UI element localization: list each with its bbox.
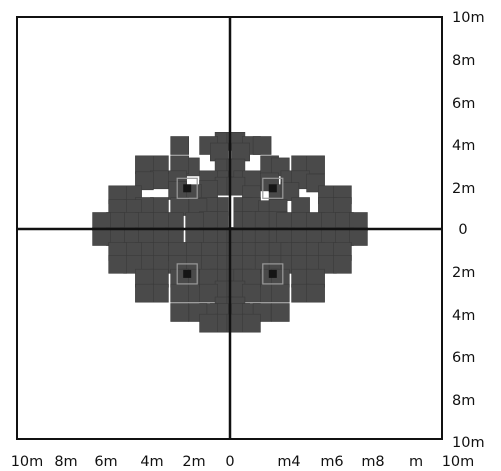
pattern-square	[231, 142, 250, 162]
pattern-square	[349, 227, 368, 246]
y-tick-label: 8m	[452, 53, 475, 69]
pattern-square	[252, 136, 272, 155]
pattern-square	[333, 255, 352, 274]
pattern-square	[270, 283, 290, 303]
pattern-square	[170, 303, 189, 322]
y-tick-label: 0	[458, 222, 467, 238]
x-tick-label: 4m	[140, 454, 163, 470]
x-tick-label: 10m	[442, 454, 475, 470]
y-tick-label: 10m	[452, 10, 485, 26]
markers-layer	[176, 177, 284, 285]
pattern-square	[210, 142, 229, 162]
y-tick-label: 2m	[452, 181, 475, 197]
y-tick-label: 2m	[452, 265, 475, 281]
focus-marker	[262, 263, 284, 285]
y-tick-label: 4m	[452, 308, 475, 324]
pattern-square	[92, 227, 111, 246]
pattern-square	[135, 171, 154, 191]
pattern-square	[135, 283, 154, 303]
y-tick-label: 4m	[452, 138, 475, 154]
squares-layer	[92, 132, 368, 333]
x-tick-label: 0	[225, 454, 234, 470]
x-tick-label: 6m	[94, 454, 117, 470]
y-tick-label: 10m	[452, 435, 485, 451]
x-tick-label: 2m	[182, 454, 205, 470]
x-tick-label: m	[409, 454, 423, 470]
focus-marker	[176, 263, 198, 285]
pattern-square	[306, 283, 325, 303]
y-tick-labels: 10m 8m 6m 4m 2m 0 2m 4m 6m 8m 10m	[452, 10, 485, 451]
pattern-square	[170, 283, 189, 303]
pattern-square	[280, 182, 300, 201]
pattern-square	[270, 303, 290, 322]
x-tick-label: 10m	[11, 454, 44, 470]
x-tick-label: m4	[277, 454, 300, 470]
pattern-square	[242, 313, 261, 333]
x-tick-label: m6	[320, 454, 343, 470]
pattern-square	[199, 313, 218, 333]
y-tick-label: 8m	[452, 393, 475, 409]
focus-marker	[176, 177, 198, 199]
pattern-square	[170, 136, 189, 155]
x-tick-label: 8m	[54, 454, 77, 470]
focus-marker	[262, 177, 284, 199]
y-tick-label: 6m	[452, 350, 475, 366]
pattern-square	[108, 255, 127, 274]
x-tick-label: m8	[361, 454, 384, 470]
y-tick-label: 6m	[452, 96, 475, 112]
pattern-square	[199, 180, 218, 199]
x-tick-labels: 10m 8m 6m 4m 2m 0 m4 m6 m8 m 10m	[11, 454, 475, 470]
